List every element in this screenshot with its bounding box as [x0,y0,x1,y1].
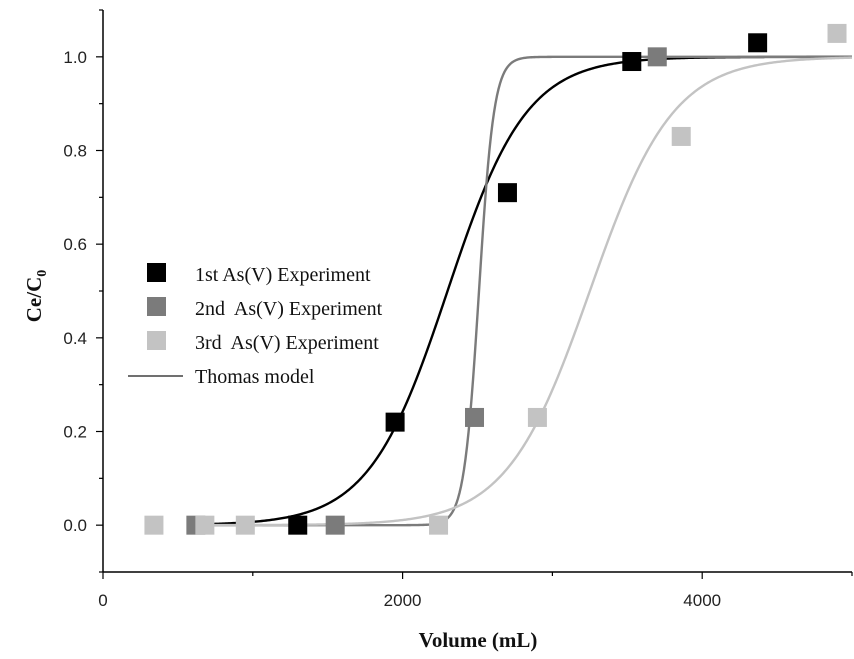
x-tick-label: 2000 [384,591,422,610]
data-point-series-1 [622,52,642,72]
data-point-series-1 [748,33,768,53]
y-tick-label: 0.4 [63,329,87,348]
y-tick-label: 1.0 [63,48,87,67]
tick-labels: 0 2000 4000 0.0 0.2 0.4 0.6 0.8 1.0 [63,48,721,610]
data-point-series-3 [144,515,164,535]
data-point-series-1 [288,515,308,535]
model-curve-1 [200,55,852,526]
x-tick-label: 0 [98,591,107,610]
legend-marker-series-1 [147,263,166,282]
data-point-series-1 [385,412,405,432]
y-tick-label: 0.6 [63,235,87,254]
legend-marker-series-3 [147,331,166,350]
x-tick-label: 4000 [683,591,721,610]
data-point-series-3 [527,407,547,427]
data-point-series-3 [827,23,847,43]
legend-label-series-1: 1st As(V) Experiment [195,264,371,286]
data-point-series-3 [671,126,691,146]
legend: 1st As(V) Experiment 2nd As(V) Experimen… [128,263,383,388]
y-axis-title: Ce/C0 [22,270,50,323]
model-curve-2 [200,55,852,527]
data-point-series-2 [647,47,667,67]
model-curve-3 [200,56,853,527]
data-point-series-2 [325,515,345,535]
data-point-series-2 [465,407,485,427]
legend-label-series-3: 3rd As(V) Experiment [195,332,379,354]
axes [96,9,853,579]
legend-label-model: Thomas model [195,366,315,388]
y-axis-title-main: Ce/C [22,277,46,323]
x-axis-title: Volume (mL) [419,628,538,652]
model-curves [200,55,853,527]
data-points [144,23,847,535]
y-axis-title-subscript: 0 [35,270,50,277]
y-tick-label: 0.0 [63,516,87,535]
legend-marker-series-2 [147,297,166,316]
y-tick-label: 0.2 [63,423,87,442]
data-point-series-3 [195,515,215,535]
legend-label-series-2: 2nd As(V) Experiment [195,298,383,320]
data-point-series-3 [235,515,255,535]
data-point-series-3 [429,515,449,535]
data-point-series-1 [497,183,517,203]
y-tick-label: 0.8 [63,142,87,161]
